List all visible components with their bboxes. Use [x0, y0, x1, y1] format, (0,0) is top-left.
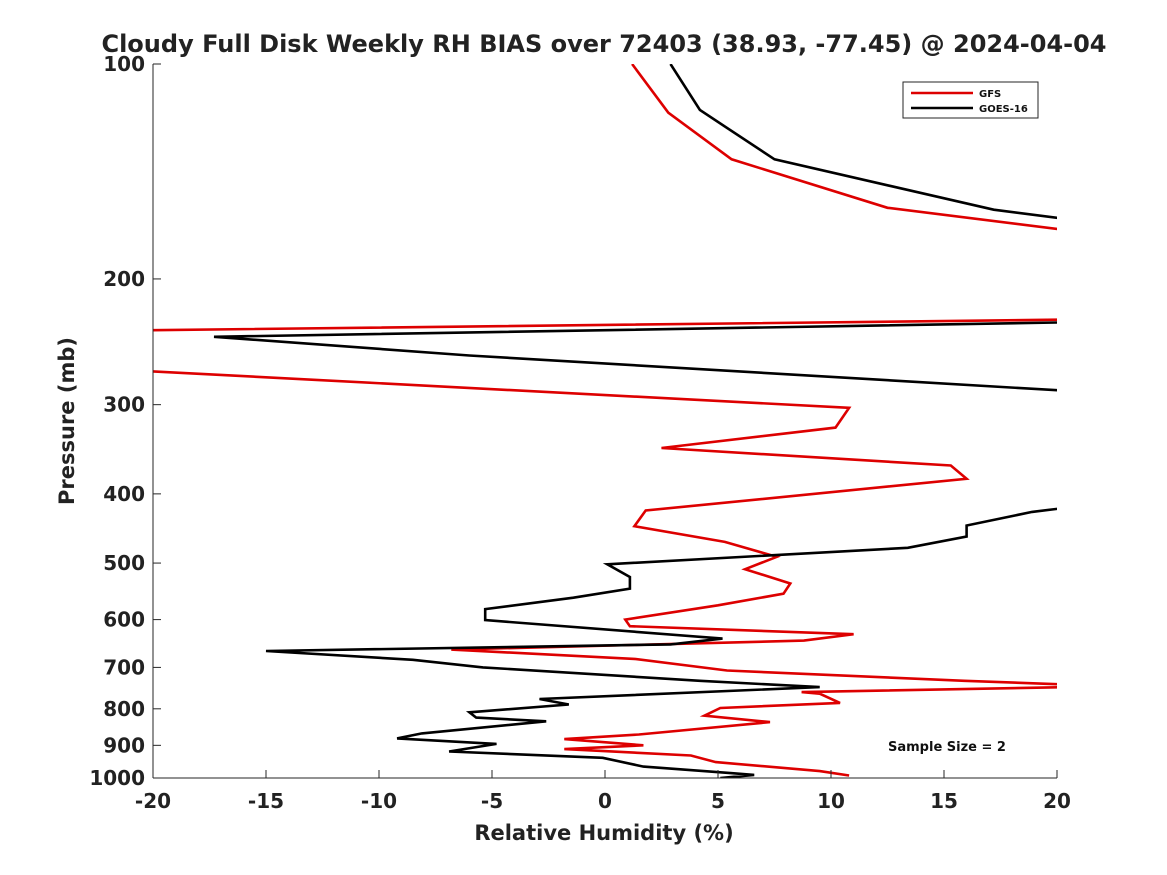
y-tick-label: 600 [103, 608, 145, 632]
legend-label: GFS [979, 89, 1001, 100]
x-tick-label: -10 [361, 789, 397, 813]
y-tick-label: 900 [103, 733, 145, 757]
legend: GFS GOES-16 [902, 81, 1039, 119]
y-axis-label: Pressure (mb) [55, 337, 79, 505]
x-tick-label: 5 [711, 789, 725, 813]
y-tick-label: 500 [103, 551, 145, 575]
x-tick-label: 20 [1043, 789, 1071, 813]
y-tick-label: 1000 [89, 766, 145, 790]
series-line-1 [213, 64, 1057, 778]
x-tick-label: -15 [248, 789, 284, 813]
x-axis-label: Relative Humidity (%) [474, 821, 733, 845]
axes-layer: -20 -15 -10 -5 0 5 10 15 20 100 200 300 400 500 600 700… [89, 52, 1071, 813]
series-line-0 [153, 64, 1057, 777]
x-tick-label: 15 [930, 789, 958, 813]
y-tick-label: 800 [103, 697, 145, 721]
legend-box [902, 81, 1039, 119]
x-tick-label: -5 [481, 789, 503, 813]
series-layer [153, 64, 1057, 778]
sample-size-annotation: Sample Size = 2 [888, 740, 1006, 755]
y-tick-label: 400 [103, 482, 145, 506]
x-tick-label: 10 [817, 789, 845, 813]
y-tick-label: 700 [103, 655, 145, 679]
y-tick-label: 300 [103, 393, 145, 417]
legend-label: GOES-16 [979, 104, 1028, 115]
x-tick-label: 0 [598, 789, 612, 813]
chart-title: Cloudy Full Disk Weekly RH BIAS over 724… [101, 30, 1106, 58]
y-tick-label: 200 [103, 267, 145, 291]
y-tick-label: 100 [103, 52, 145, 76]
x-tick-label: -20 [135, 789, 171, 813]
